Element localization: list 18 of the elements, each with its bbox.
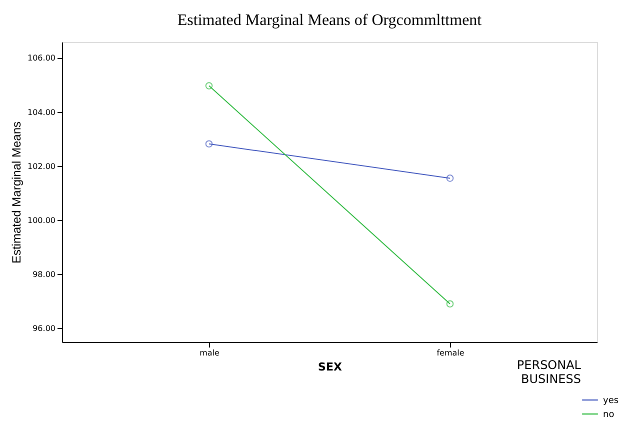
x-tick-label: female — [436, 348, 464, 358]
x-axis-title: SEX — [318, 360, 342, 374]
point — [205, 140, 213, 148]
point — [446, 174, 454, 182]
y-tick-label: 98.00 — [32, 270, 56, 279]
legend-title: PERSONAL BUSINESS — [516, 358, 582, 386]
point — [446, 300, 454, 308]
legend-label: no — [603, 410, 615, 420]
y-tick-label: 104.00 — [28, 108, 56, 117]
y-tick-label: 96.00 — [32, 324, 56, 333]
y-tick-label: 102.00 — [28, 162, 56, 171]
x-tick-label: male — [200, 348, 220, 358]
y-tick-label: 100.00 — [28, 216, 56, 225]
y-tick-label: 106.00 — [28, 54, 56, 63]
legend-label: yes — [603, 396, 619, 406]
chart-title: Estimated Marginal Means of Orgcommlttment — [177, 12, 482, 29]
y-axis-title: Estimated Marginal Means — [10, 121, 24, 264]
point — [205, 82, 213, 90]
